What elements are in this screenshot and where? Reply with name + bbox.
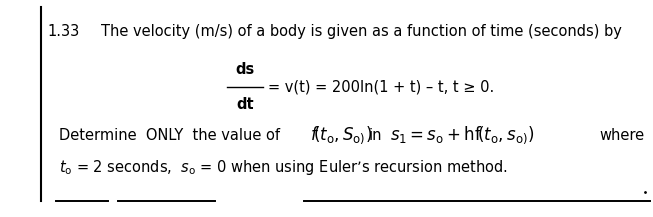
- Text: 1.33: 1.33: [47, 24, 79, 39]
- Text: dt: dt: [236, 97, 253, 112]
- Text: The velocity (m/s) of a body is given as a function of time (seconds) by: The velocity (m/s) of a body is given as…: [101, 24, 622, 39]
- Text: $f\!\left(t_{\mathregular{o}},S_{\mathregular{o)}}\right)$: $f\!\left(t_{\mathregular{o}},S_{\mathre…: [310, 125, 372, 146]
- Text: = v(t) = 200ln(1 + t) – t, t ≥ 0.: = v(t) = 200ln(1 + t) – t, t ≥ 0.: [268, 79, 494, 94]
- Text: where: where: [599, 128, 645, 143]
- Text: $s_{\mathregular{1}}=s_{\mathregular{o}}+\mathregular{hf}\!\left(t_{\mathregular: $s_{\mathregular{1}}=s_{\mathregular{o}}…: [390, 125, 535, 146]
- Text: Determine  ONLY  the value of: Determine ONLY the value of: [59, 128, 279, 143]
- Text: in: in: [369, 128, 383, 143]
- Text: ds: ds: [235, 62, 255, 77]
- Text: $t_{\mathregular{o}}$ = 2 seconds,  $s_{\mathregular{o}}$ = 0 when using Euler’s: $t_{\mathregular{o}}$ = 2 seconds, $s_{\…: [59, 158, 507, 177]
